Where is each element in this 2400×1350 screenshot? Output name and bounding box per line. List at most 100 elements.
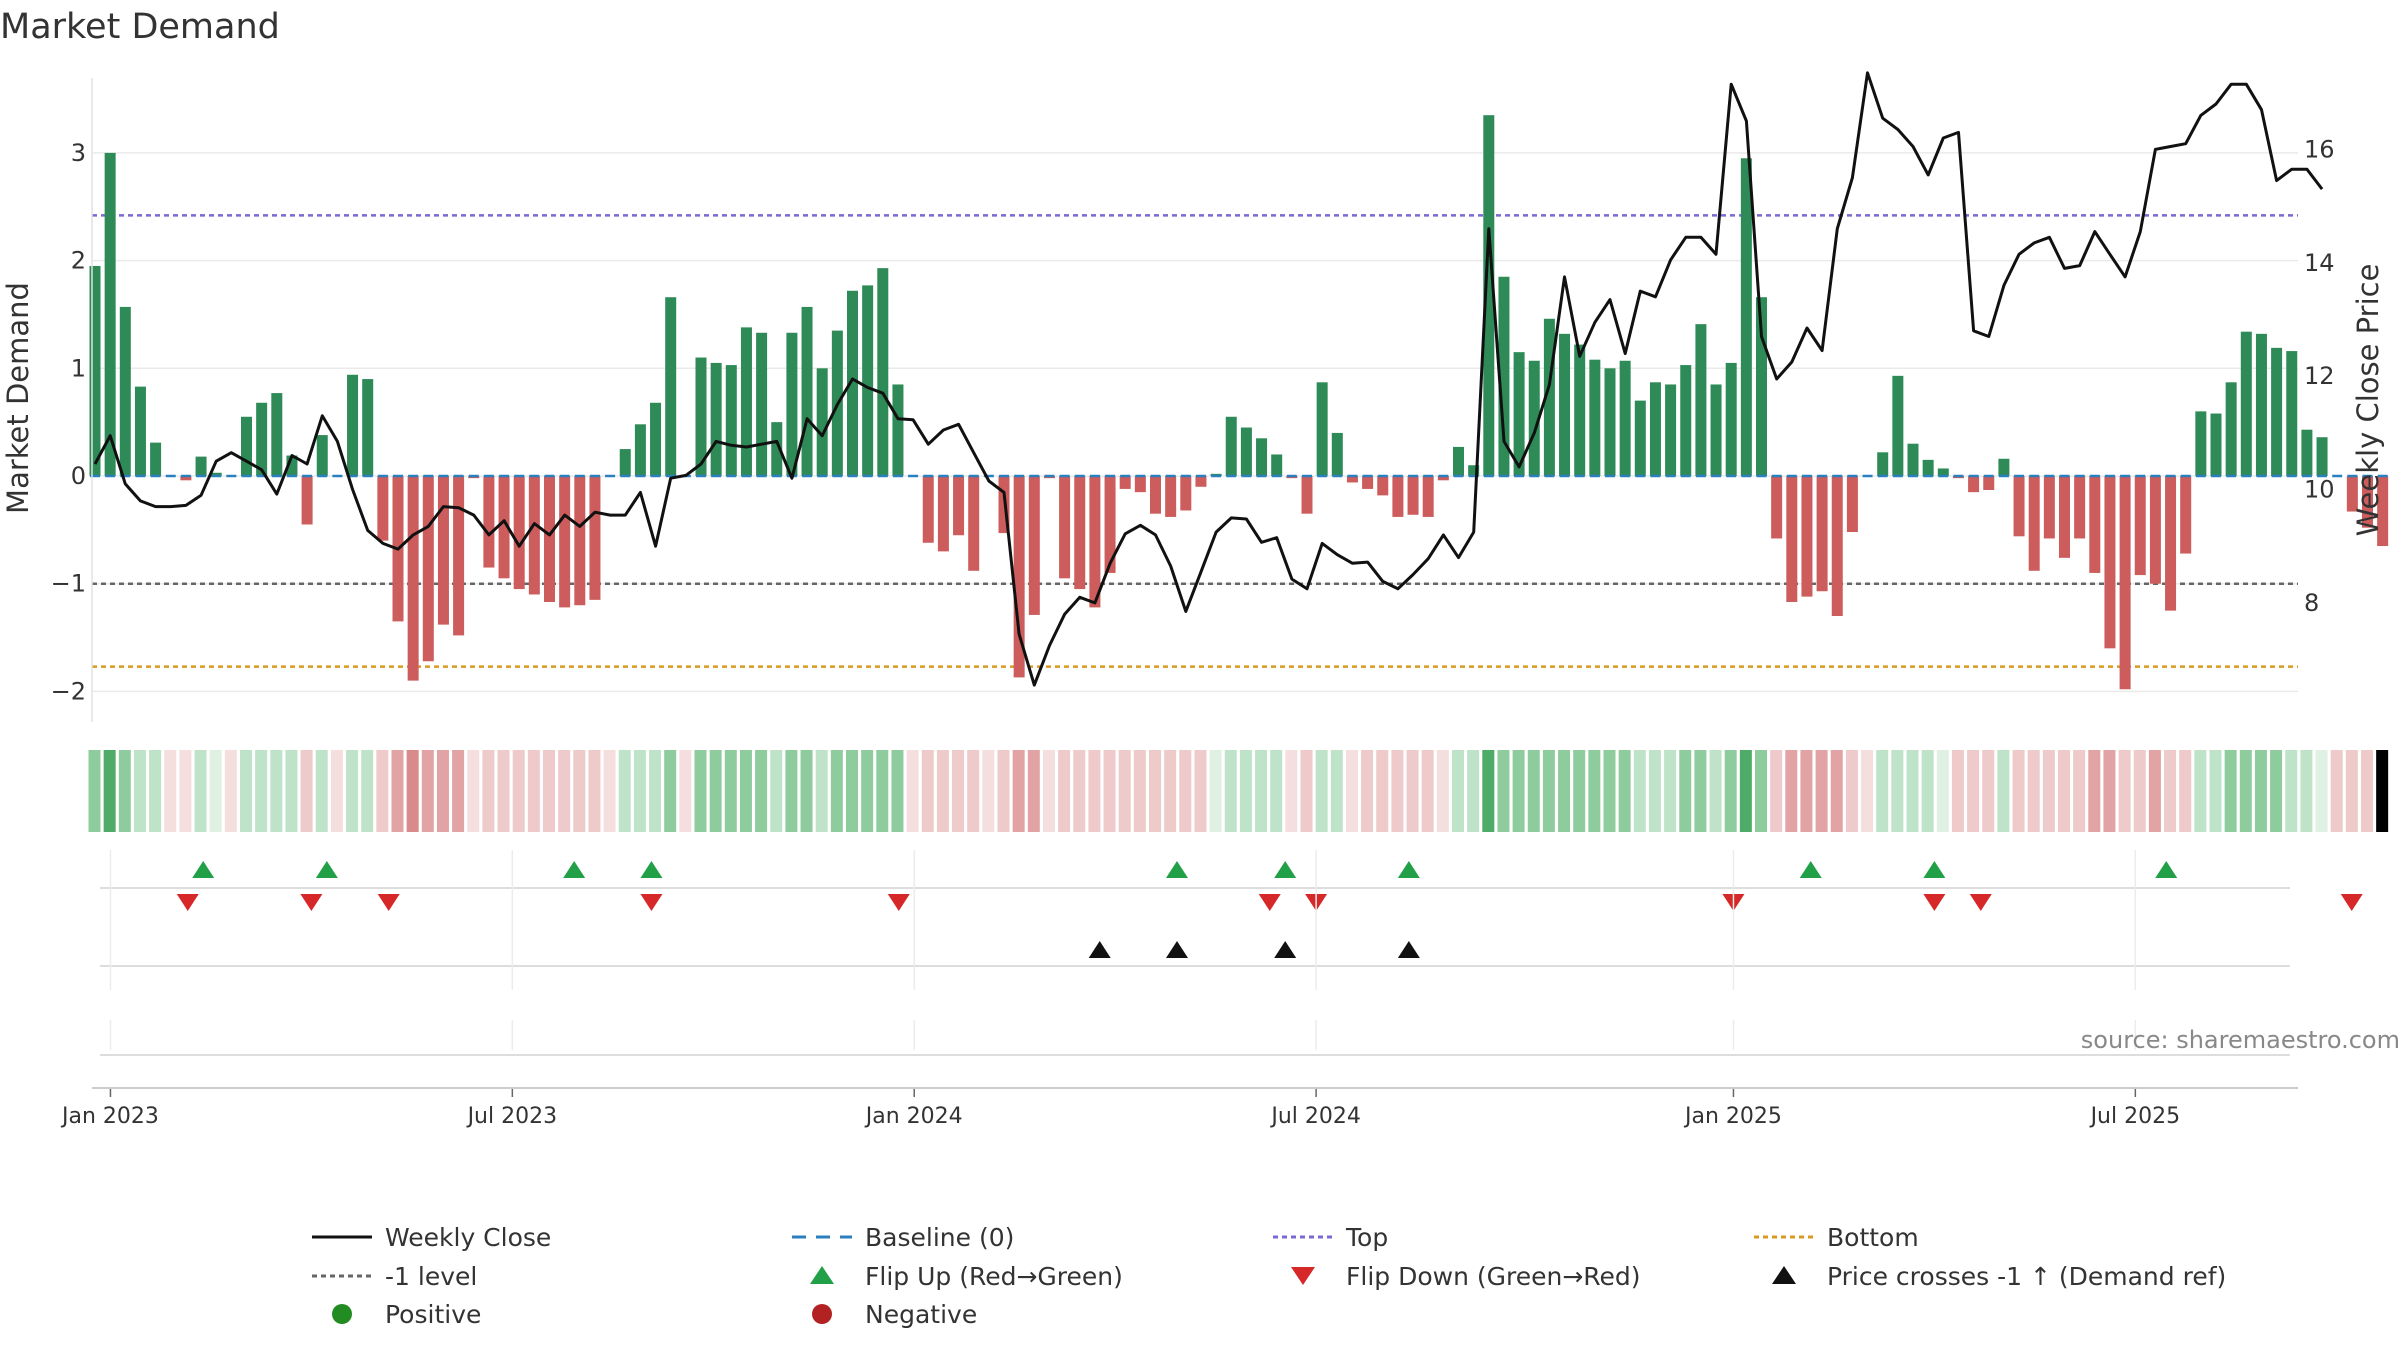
flip-up-marker (1165, 861, 1188, 878)
heat-strip-cell (573, 750, 586, 832)
legend-label: Price crosses -1 ↑ (Demand ref) (1827, 1262, 2226, 1291)
demand-bar (695, 357, 707, 476)
demand-bar (1346, 476, 1358, 483)
heat-strip-cell (2179, 750, 2192, 832)
demand-bar (180, 476, 192, 481)
heat-strip-cell (1482, 750, 1495, 832)
demand-bar (210, 472, 222, 476)
demand-bar (407, 476, 419, 681)
heat-strip-cell (209, 750, 222, 832)
x-tick-label: Jul 2024 (1269, 1104, 1361, 1129)
heat-strip-cell (785, 750, 798, 832)
y-axis-right-label: Weekly Close Price (2351, 264, 2385, 537)
demand-bar (2074, 476, 2086, 539)
demand-bar (1240, 427, 1252, 476)
demand-bar (1710, 384, 1722, 476)
heat-strip-cell (133, 750, 146, 832)
heat-strip-cell (603, 750, 616, 832)
demand-bar (1695, 324, 1707, 476)
demand-bar (1604, 368, 1616, 476)
heat-strip-cell (1330, 750, 1343, 832)
demand-bar (544, 476, 555, 603)
flip-down-marker (1923, 894, 1946, 911)
demand-bar (725, 365, 737, 476)
heat-strip-cell (2239, 750, 2252, 832)
heat-strip-cell (679, 750, 692, 832)
price-cross-marker (1397, 941, 1420, 958)
demand-bar (2286, 351, 2298, 476)
flip-up-marker (1799, 861, 1822, 878)
demand-bar (756, 332, 768, 476)
heat-strip-cell (1542, 750, 1555, 832)
demand-bar (1468, 465, 1480, 476)
demand-bar (862, 285, 874, 476)
heat-strip-cell (952, 750, 965, 832)
y-tick-right-label: 10 (2304, 476, 2335, 504)
demand-bar (2210, 413, 2222, 476)
demand-bar (877, 268, 889, 476)
heat-strip-cell (1149, 750, 1161, 832)
heat-strip-cell (1967, 750, 1980, 832)
demand-bar (1680, 365, 1692, 476)
legend-label: Baseline (0) (865, 1223, 1014, 1252)
heat-strip-cell (1224, 750, 1237, 832)
heat-strip-cell (967, 750, 980, 832)
heat-strip-cell (1951, 750, 1964, 832)
heat-strip-cell (1058, 750, 1071, 832)
legend-label: Flip Down (Green→Red) (1346, 1262, 1641, 1291)
y-tick-left-label: −2 (51, 677, 86, 705)
demand-bar (1392, 476, 1404, 517)
legend-label: Negative (865, 1300, 977, 1329)
heat-strip-cell (2133, 750, 2146, 832)
heat-strip-cell (179, 750, 192, 832)
legend-swatch (812, 1304, 832, 1324)
demand-bar (2149, 476, 2161, 584)
heat-strip-cell (1618, 750, 1631, 832)
y-tick-right-label: 12 (2304, 362, 2335, 390)
heat-strip-cell (1936, 750, 1949, 832)
heat-strip-cell (1285, 750, 1298, 832)
y-tick-left-label: 1 (71, 354, 86, 382)
demand-bar (1407, 476, 1419, 515)
demand-bar (1574, 344, 1586, 476)
heat-strip-cell (1467, 750, 1480, 832)
demand-bar (1301, 476, 1313, 514)
demand-bar (953, 476, 965, 536)
demand-bar (1150, 476, 1161, 514)
demand-bar (922, 476, 934, 543)
flip-up-marker (640, 861, 663, 878)
demand-bar (2195, 411, 2207, 476)
y-tick-right-label: 8 (2304, 589, 2319, 617)
heat-strip-cell (1133, 750, 1146, 832)
heat-strip-cell (2148, 750, 2161, 832)
heat-strip-cell (694, 750, 707, 832)
demand-bar (619, 449, 631, 476)
demand-bar (1256, 438, 1268, 476)
heat-strip-cell (815, 750, 828, 832)
demand-bar (740, 327, 752, 476)
demand-bar (2028, 476, 2040, 571)
demand-bar (847, 290, 858, 476)
demand-bar (1634, 400, 1646, 476)
demand-bar (528, 476, 540, 595)
demand-bar (104, 152, 116, 476)
heat-strip-cell (467, 750, 480, 832)
heat-strip-cell (361, 750, 374, 832)
demand-bar (2255, 333, 2267, 476)
demand-bar (1831, 476, 1843, 617)
demand-bar (2377, 476, 2389, 547)
heat-strip-cell (1724, 750, 1737, 832)
heat-strip-cell (240, 750, 252, 832)
demand-bar (2271, 347, 2283, 476)
demand-bar (1846, 476, 1858, 533)
flip-up-marker (192, 861, 215, 878)
demand-bar (286, 455, 298, 476)
heat-strip-cell (861, 750, 874, 832)
demand-bar (1271, 454, 1283, 476)
heat-strip-cell (1436, 750, 1449, 832)
demand-bar (1028, 476, 1040, 615)
y-tick-left-label: 2 (71, 247, 86, 275)
demand-bar (2104, 476, 2116, 649)
heat-strip-cell (1906, 750, 1919, 832)
